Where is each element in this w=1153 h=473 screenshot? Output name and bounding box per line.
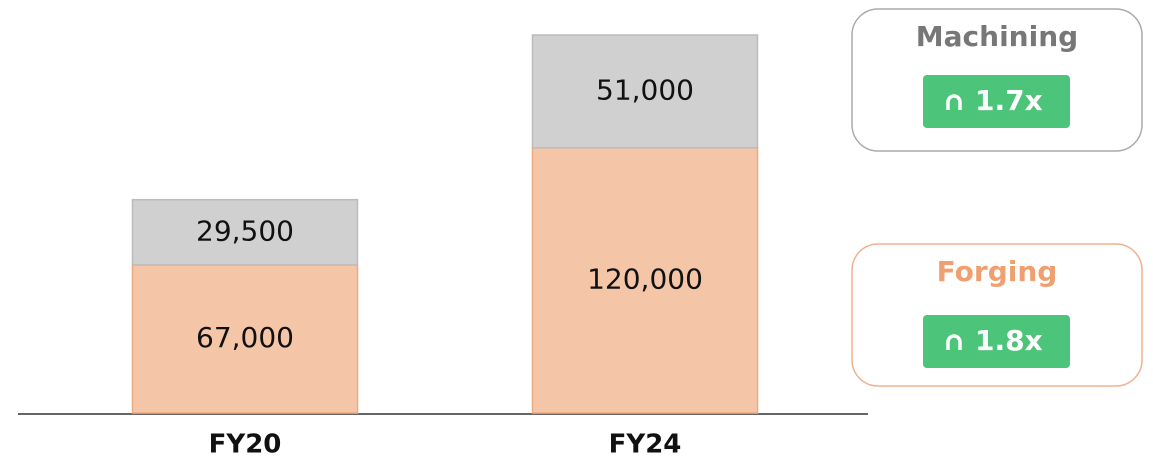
value-label: 120,000	[587, 262, 703, 295]
machining-title: Machining	[916, 20, 1078, 53]
machining-box	[851, 8, 1143, 152]
bar-segment	[531, 146, 759, 414]
up-icon	[946, 94, 962, 110]
forging-badge	[923, 315, 1070, 368]
x-tick-label: FY20	[209, 430, 282, 460]
machining-badge	[923, 75, 1070, 128]
up-icon	[946, 334, 962, 350]
value-label: 51,000	[596, 73, 694, 106]
value-label: 29,500	[196, 214, 294, 247]
forging-multiplier: 1.8x	[975, 324, 1043, 357]
forging-box	[851, 243, 1143, 387]
bar-segment	[531, 34, 759, 149]
machining-multiplier: 1.7x	[975, 84, 1043, 117]
value-label: 67,000	[196, 321, 294, 354]
bar-segment	[131, 264, 359, 414]
x-tick-label: FY24	[609, 430, 682, 460]
forging-title: Forging	[937, 255, 1058, 288]
bar-segment	[131, 198, 359, 266]
